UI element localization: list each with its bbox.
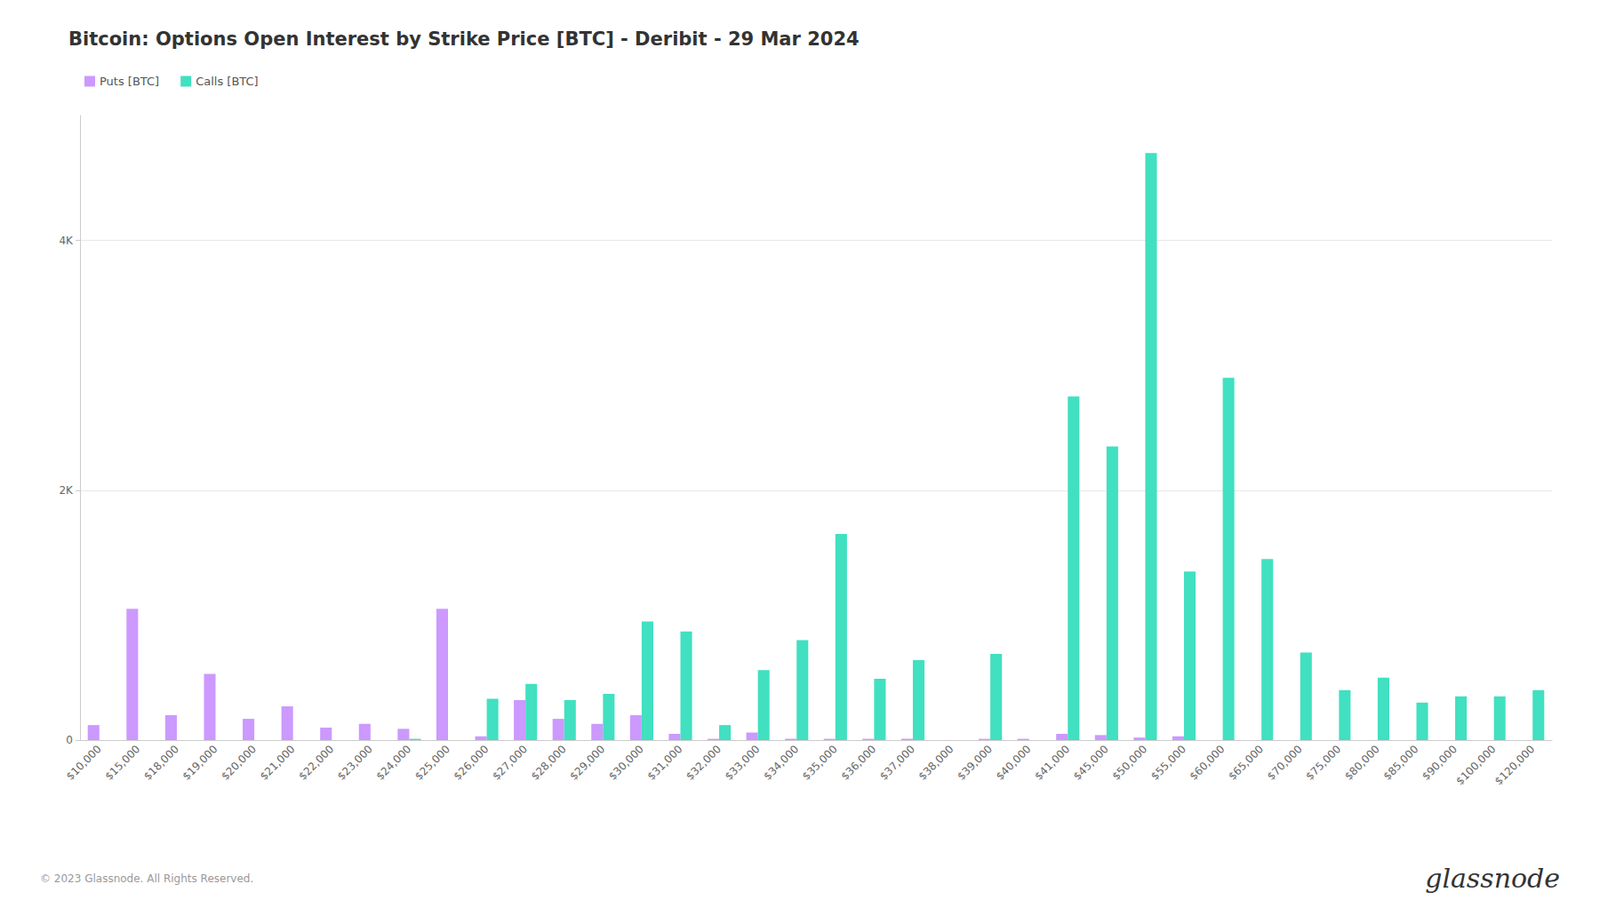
svg-text:$29,000: $29,000 (567, 743, 608, 784)
svg-text:$10,000: $10,000 (64, 743, 104, 784)
svg-text:$26,000: $26,000 (451, 743, 492, 784)
svg-text:$50,000: $50,000 (1109, 743, 1150, 784)
svg-text:0: 0 (65, 734, 73, 747)
svg-text:$45,000: $45,000 (1071, 743, 1112, 784)
svg-text:$21,000: $21,000 (257, 743, 298, 784)
svg-text:$65,000: $65,000 (1225, 743, 1266, 784)
svg-text:$18,000: $18,000 (141, 743, 182, 784)
svg-text:$80,000: $80,000 (1342, 743, 1383, 784)
svg-text:$90,000: $90,000 (1419, 743, 1460, 784)
svg-text:$41,000: $41,000 (1032, 743, 1072, 784)
svg-text:$27,000: $27,000 (489, 743, 530, 784)
svg-text:$75,000: $75,000 (1303, 743, 1344, 784)
svg-text:$100,000: $100,000 (1453, 743, 1498, 788)
svg-text:$37,000: $37,000 (877, 743, 918, 784)
svg-text:Bitcoin: Options Open Interest: Bitcoin: Options Open Interest by Strike… (68, 28, 860, 50)
svg-text:$23,000: $23,000 (335, 743, 376, 784)
svg-text:$40,000: $40,000 (993, 743, 1034, 784)
svg-text:$15,000: $15,000 (102, 743, 143, 784)
svg-text:$39,000: $39,000 (954, 743, 995, 784)
svg-text:Puts [BTC]: Puts [BTC] (99, 74, 160, 88)
svg-text:$19,000: $19,000 (180, 743, 221, 784)
svg-text:2K: 2K (58, 484, 74, 497)
svg-text:© 2023 Glassnode. All Rights R: © 2023 Glassnode. All Rights Reserved. (40, 872, 254, 886)
svg-text:Calls [BTC]: Calls [BTC] (195, 74, 259, 88)
svg-text:$35,000: $35,000 (800, 743, 840, 784)
svg-text:$28,000: $28,000 (528, 743, 569, 784)
svg-text:$38,000: $38,000 (916, 743, 957, 784)
svg-text:$31,000: $31,000 (644, 743, 685, 784)
svg-text:$34,000: $34,000 (760, 743, 801, 784)
svg-text:$22,000: $22,000 (296, 743, 336, 784)
svg-text:4K: 4K (58, 234, 74, 248)
svg-text:$70,000: $70,000 (1264, 743, 1305, 784)
svg-text:$55,000: $55,000 (1148, 743, 1189, 784)
svg-text:$25,000: $25,000 (412, 743, 453, 784)
svg-text:$30,000: $30,000 (606, 743, 647, 784)
svg-text:glassnode: glassnode (1424, 863, 1560, 895)
svg-text:$60,000: $60,000 (1187, 743, 1228, 784)
svg-text:$33,000: $33,000 (722, 743, 763, 784)
svg-text:$120,000: $120,000 (1492, 743, 1537, 788)
svg-text:$36,000: $36,000 (838, 743, 879, 784)
svg-text:$85,000: $85,000 (1380, 743, 1421, 784)
svg-text:$32,000: $32,000 (683, 743, 724, 784)
svg-text:$24,000: $24,000 (373, 743, 414, 784)
svg-text:$20,000: $20,000 (218, 743, 259, 784)
